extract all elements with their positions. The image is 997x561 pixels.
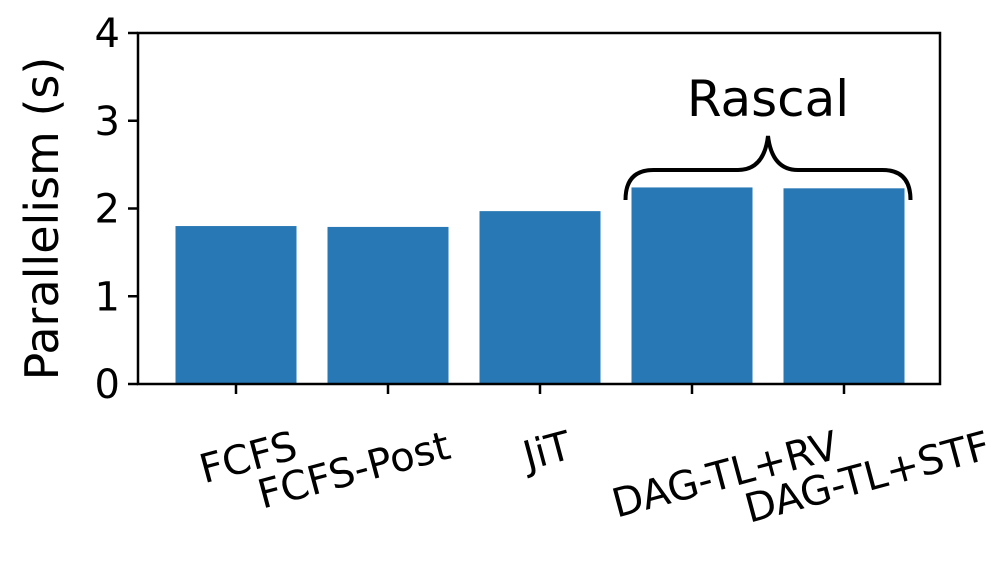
y-tick-label: 2	[95, 187, 120, 233]
bar-dag-tl-rv	[631, 187, 753, 384]
y-axis-label: Parallelism (s)	[15, 57, 69, 381]
bar-fcfs-post	[327, 226, 449, 384]
y-axis-ticks: 0 1 2 3 4	[95, 11, 138, 408]
rascal-brace	[623, 135, 913, 201]
y-tick-label: 0	[95, 362, 120, 408]
rascal-annotation: Rascal	[687, 70, 849, 128]
y-tick-label: 3	[95, 99, 120, 145]
bar-fcfs	[175, 226, 297, 384]
y-tick-label: 4	[95, 11, 120, 57]
bars-group	[175, 187, 905, 384]
bar-jit	[479, 211, 601, 384]
x-tick-label: JiT	[516, 423, 577, 481]
plot-frame	[136, 31, 942, 386]
y-tick-label: 1	[95, 274, 120, 320]
bar-dag-tl-stf	[783, 188, 905, 384]
